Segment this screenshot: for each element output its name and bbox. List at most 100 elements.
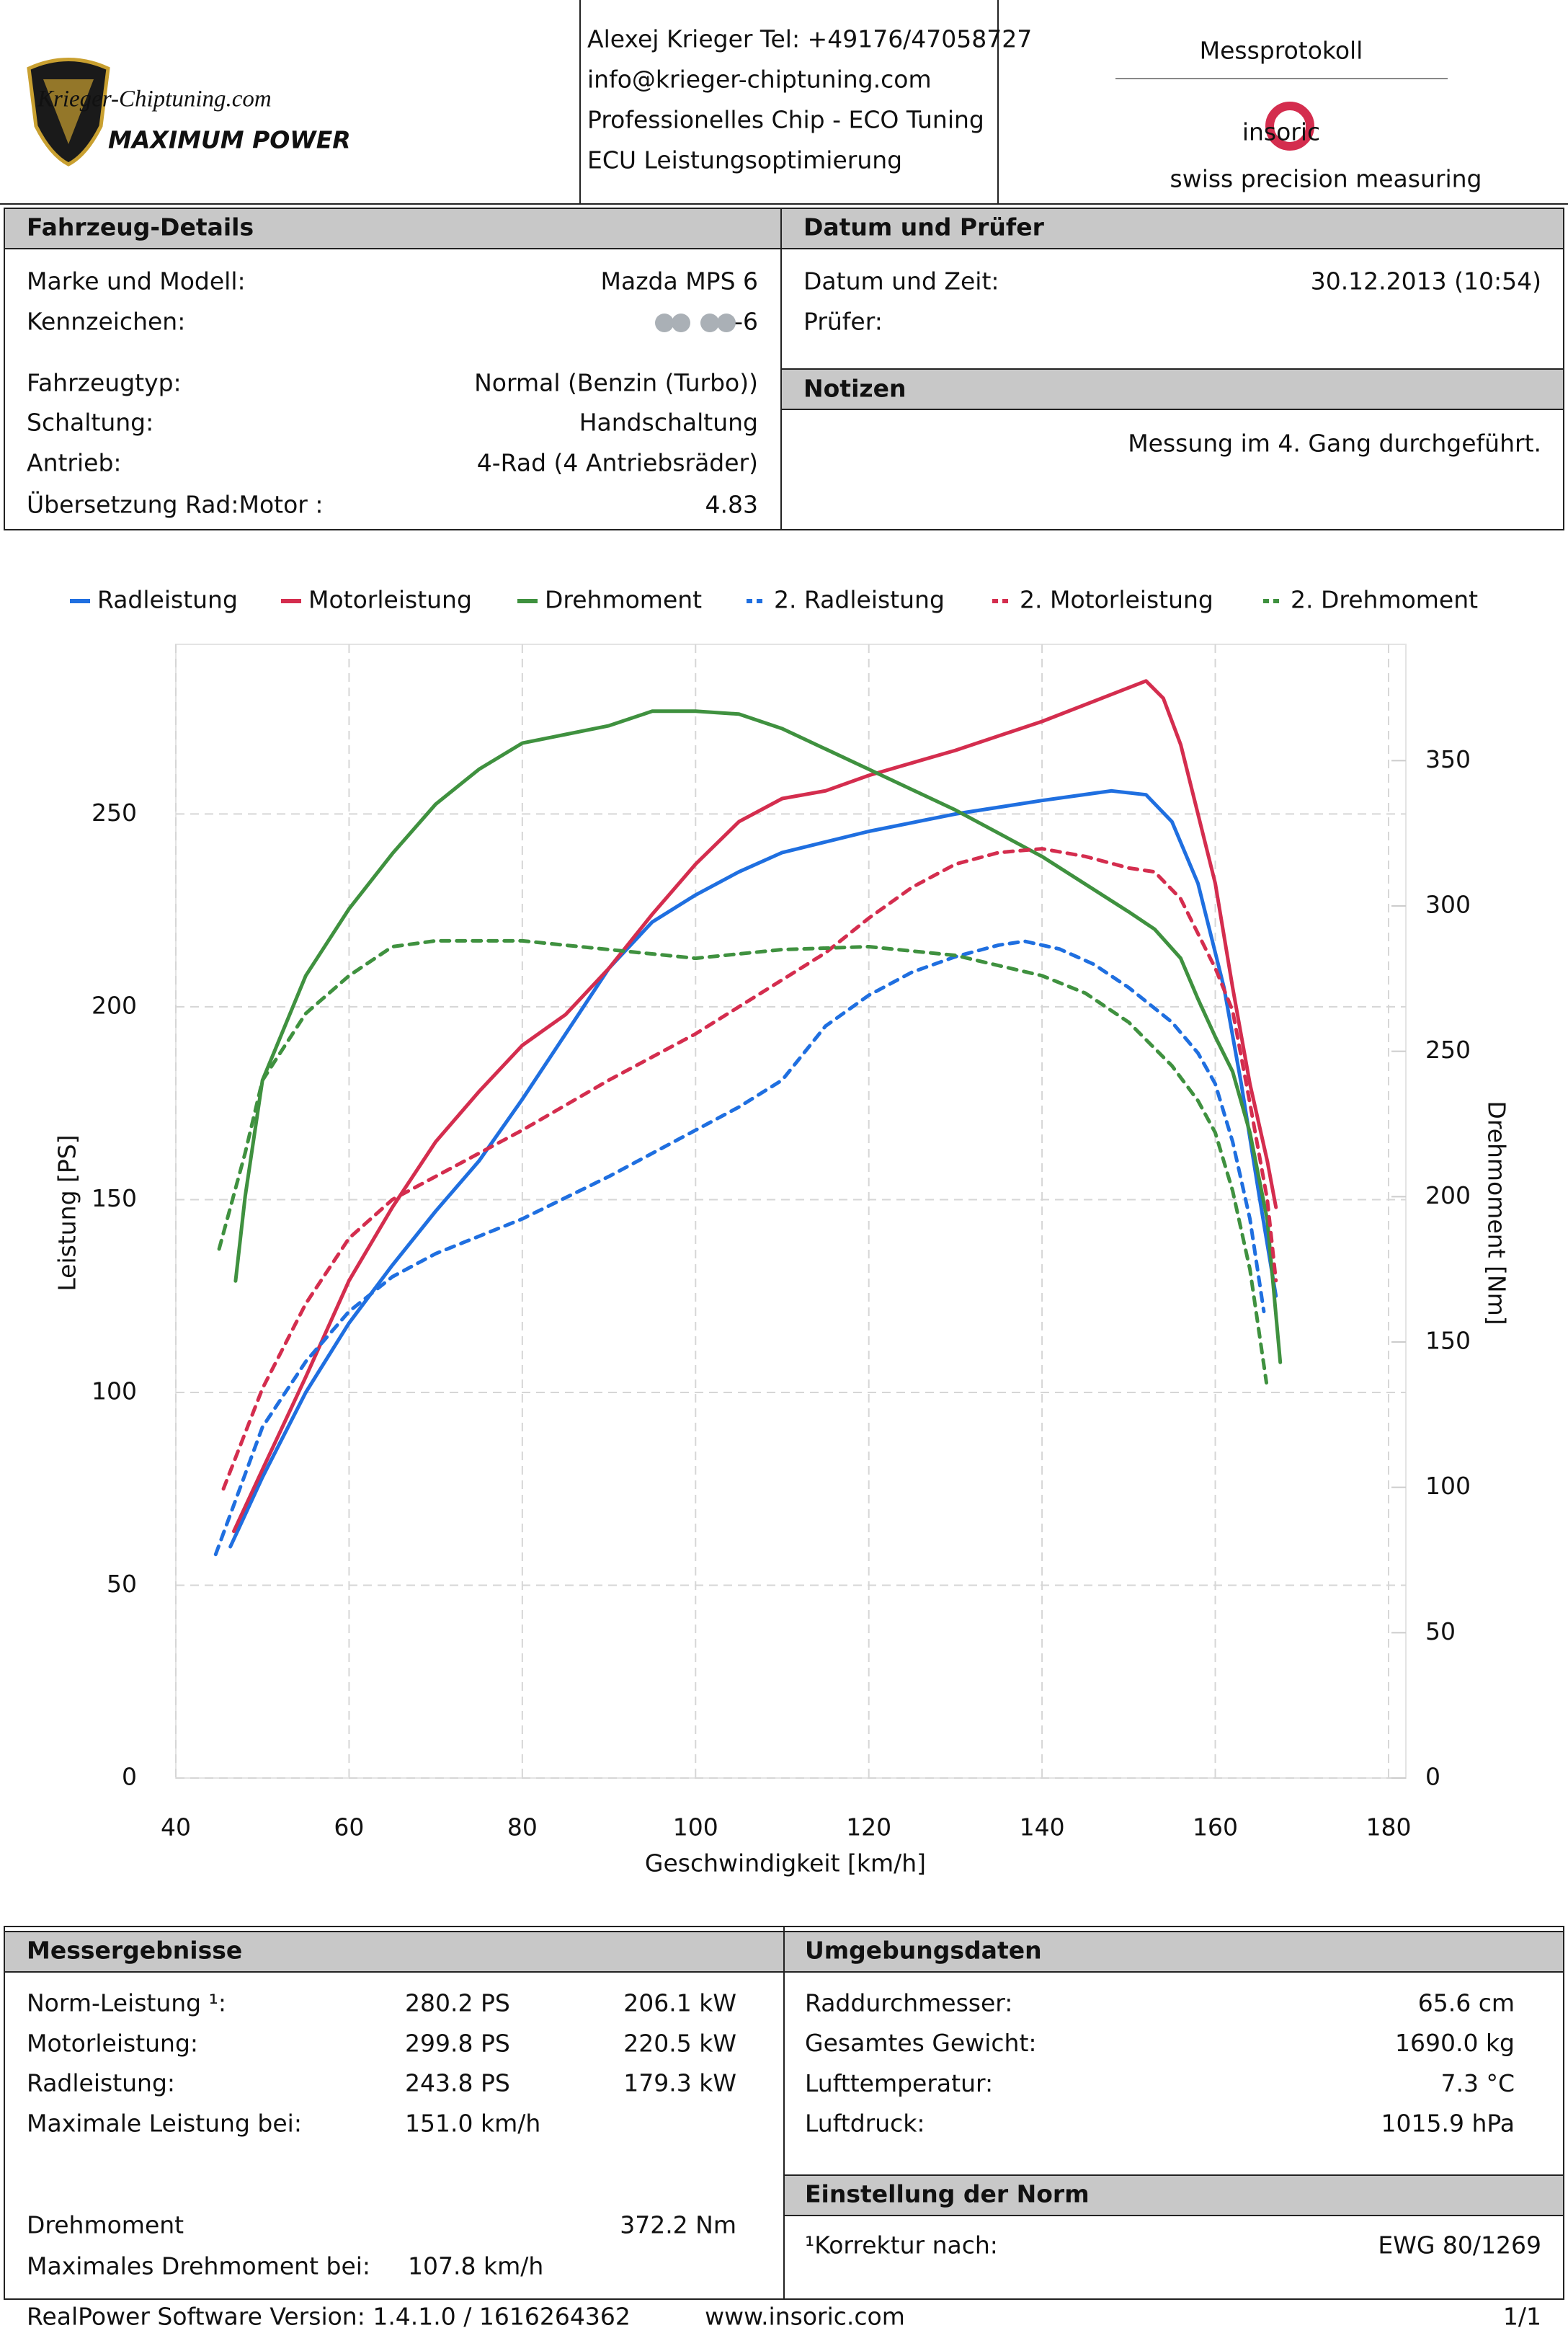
norm-label: ¹Korrektur nach: (805, 2231, 998, 2259)
detail-value: Mazda MPS 6 (601, 267, 758, 295)
result-ps: 243.8 PS (405, 2069, 510, 2097)
x-tick-label: 180 (1366, 1813, 1411, 1841)
y2-tick-label: 100 (1425, 1472, 1471, 1500)
x-tick-label: 100 (673, 1813, 718, 1841)
plate-blur (717, 314, 736, 332)
detail-label: Antrieb: (27, 449, 122, 477)
logo-ring (1265, 102, 1314, 151)
detail-value: -6 (734, 308, 758, 336)
section-title: Umgebungsdaten (805, 1937, 1042, 1965)
y2-tick-label: 300 (1425, 891, 1471, 919)
y-tick-label: 0 (122, 1763, 137, 1791)
section-title: Datum und Prüfer (803, 213, 1045, 241)
detail-label: Kennzeichen: (27, 308, 185, 336)
result-kw: 220.5 kW (623, 2030, 736, 2058)
legend-entry: Motorleistung (308, 586, 472, 614)
plate-blur (672, 314, 690, 332)
y-tick-label: 100 (92, 1377, 137, 1405)
result-value: 372.2 Nm (620, 2211, 736, 2239)
env-value: 1690.0 kg (1395, 2029, 1515, 2057)
y-tick-label: 200 (92, 991, 137, 1019)
detail-label: Übersetzung Rad:Motor : (27, 490, 323, 519)
result-label: Radleistung: (27, 2069, 175, 2097)
env-label: Gesamtes Gewicht: (805, 2029, 1037, 2057)
detail-value: 4.83 (705, 491, 758, 519)
series-line (232, 679, 1278, 1534)
section-bar (780, 368, 1564, 410)
detail-label: Prüfer: (803, 308, 883, 336)
detail-label: Marke und Modell: (27, 267, 246, 295)
footer-url: www.insoric.com (705, 2303, 905, 2331)
result-value: 107.8 km/h (408, 2252, 543, 2280)
shield-emblem (43, 79, 94, 144)
x-axis-label: Geschwindigkeit [km/h] (645, 1849, 926, 1877)
env-label: Lufttemperatur: (805, 2069, 993, 2097)
detail-value: Handschaltung (579, 409, 758, 437)
y-tick-label: 50 (107, 1570, 137, 1598)
result-kw: 206.1 kW (623, 1989, 736, 2017)
section-title: Fahrzeug-Details (27, 213, 254, 241)
y2-tick-label: 200 (1425, 1181, 1471, 1209)
detail-label: Schaltung: (27, 409, 153, 437)
result-label: Maximales Drehmoment bei: (27, 2252, 370, 2280)
env-value: 65.6 cm (1418, 1989, 1515, 2017)
x-tick-label: 120 (846, 1813, 891, 1841)
y2-axis-label: Drehmoment [Nm] (1483, 1101, 1511, 1325)
result-label: Drehmoment (27, 2211, 184, 2239)
result-ps: 299.8 PS (405, 2030, 510, 2058)
result-value: 151.0 km/h (405, 2110, 540, 2138)
legend-entry: Drehmoment (545, 586, 702, 614)
section-bar (783, 1931, 1564, 1973)
section-bar (780, 208, 1564, 249)
section-title: Notizen (803, 375, 906, 403)
result-label: Maximale Leistung bei: (27, 2110, 302, 2138)
detail-value: 4-Rad (4 Antriebsräder) (477, 449, 758, 477)
y2-tick-label: 0 (1425, 1763, 1440, 1791)
result-label: Norm-Leistung ¹: (27, 1989, 226, 2017)
env-label: Luftdruck: (805, 2110, 925, 2138)
legend-entry: Radleistung (97, 586, 238, 614)
env-value: 1015.9 hPa (1381, 2110, 1515, 2138)
brand: Krieger-Chiptuning.com (37, 86, 272, 112)
note-text: Messung im 4. Gang durchgeführt. (1128, 430, 1541, 458)
contact-line: ECU Leistungsoptimierung (587, 146, 902, 174)
norm-value: EWG 80/1269 (1378, 2231, 1541, 2259)
series-line (221, 847, 1278, 1491)
title: Messprotokoll (1200, 37, 1363, 65)
y2-tick-label: 150 (1425, 1327, 1471, 1355)
x-tick-label: 80 (507, 1813, 538, 1841)
footer-software: RealPower Software Version: 1.4.1.0 / 16… (27, 2303, 631, 2331)
series-line (213, 939, 1266, 1557)
x-tick-label: 60 (334, 1813, 364, 1841)
series-line (233, 709, 1283, 1364)
plate-blur (655, 314, 674, 332)
footer-page: 1/1 (1503, 2303, 1541, 2331)
contact-line: Professionelles Chip - ECO Tuning (587, 106, 984, 134)
x-tick-label: 40 (161, 1813, 191, 1841)
x-tick-label: 140 (1020, 1813, 1065, 1841)
section-bar (4, 1931, 785, 1973)
y2-tick-label: 250 (1425, 1036, 1471, 1064)
legend-entry: 2. Motorleistung (1020, 586, 1213, 614)
section-title: Messergebnisse (27, 1937, 242, 1965)
contact-line: Alexej Krieger Tel: +49176/47058727 (587, 25, 1032, 53)
y2-tick-label: 50 (1425, 1617, 1456, 1645)
series-line (228, 788, 1278, 1549)
result-ps: 280.2 PS (405, 1989, 510, 2017)
y-axis-label: Leistung [PS] (53, 1134, 81, 1291)
x-tick-label: 160 (1193, 1813, 1238, 1841)
result-kw: 179.3 kW (623, 2069, 736, 2097)
env-label: Raddurchmesser: (805, 1989, 1012, 2017)
series-line (217, 938, 1268, 1385)
detail-label: Datum und Zeit: (803, 267, 999, 295)
y-tick-label: 150 (92, 1184, 137, 1212)
legend-entry: 2. Drehmoment (1291, 586, 1478, 614)
detail-value: 30.12.2013 (10:54) (1311, 267, 1541, 295)
logo-tagline: swiss precision measuring (1170, 165, 1482, 193)
slogan: MAXIMUM POWER (108, 126, 351, 154)
detail-value: Normal (Benzin (Turbo)) (474, 369, 758, 397)
section-title: Einstellung der Norm (805, 2180, 1090, 2208)
contact-line: info@krieger-chiptuning.com (587, 66, 932, 94)
detail-label: Fahrzeugtyp: (27, 369, 182, 397)
